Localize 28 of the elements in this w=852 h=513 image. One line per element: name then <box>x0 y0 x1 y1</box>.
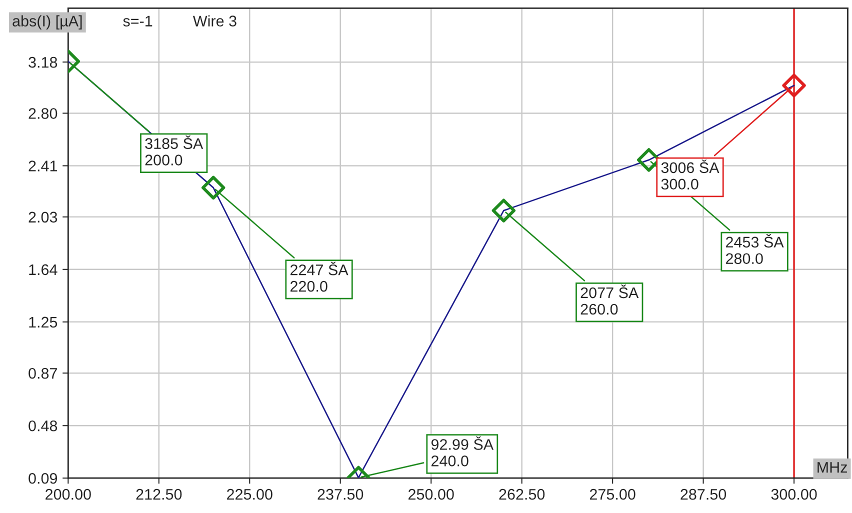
y-axis-title: abs(I) [µA] <box>12 15 82 30</box>
y-tick-label: 2.80 <box>28 108 58 119</box>
x-tick-label: 262.50 <box>499 488 545 500</box>
annotation: 3006 ŠA 300.0 <box>661 160 720 190</box>
x-tick-label: 225.00 <box>227 488 272 500</box>
annotation: 3185 ŠA 200.0 <box>145 136 204 166</box>
annotation: s=-1 <box>123 16 152 26</box>
y-tick-label: 2.03 <box>28 212 58 223</box>
x-tick-label: 237.50 <box>318 488 364 500</box>
annotation: 2077 ŠA 260.0 <box>580 284 639 315</box>
y-tick-label: 0.48 <box>28 420 58 432</box>
annotation: 2247 ŠA 220.0 <box>290 262 348 292</box>
x-tick-label: 300.00 <box>771 488 817 500</box>
y-tick-label: 3.18 <box>28 56 58 68</box>
y-tick-label: 1.25 <box>29 316 58 328</box>
x-tick-label: 200.00 <box>46 488 91 500</box>
x-tick-label: 212.50 <box>136 488 182 500</box>
y-tick-label: 2.41 <box>28 160 57 172</box>
y-tick-label: 0.09 <box>28 472 58 484</box>
annotation: Wire 3 <box>192 15 236 26</box>
x-tick-label: 250.00 <box>408 488 454 500</box>
y-tick-label: 0.87 <box>28 368 57 379</box>
x-tick-label: 287.50 <box>680 488 726 500</box>
y-tick-label: 1.64 <box>29 264 58 276</box>
x-axis-title: MHz <box>818 462 847 473</box>
annotation: 2453 ŠA 280.0 <box>726 234 784 264</box>
annotation: 92.99 ŠA 240.0 <box>431 436 494 466</box>
x-tick-label: 275.00 <box>590 488 636 500</box>
